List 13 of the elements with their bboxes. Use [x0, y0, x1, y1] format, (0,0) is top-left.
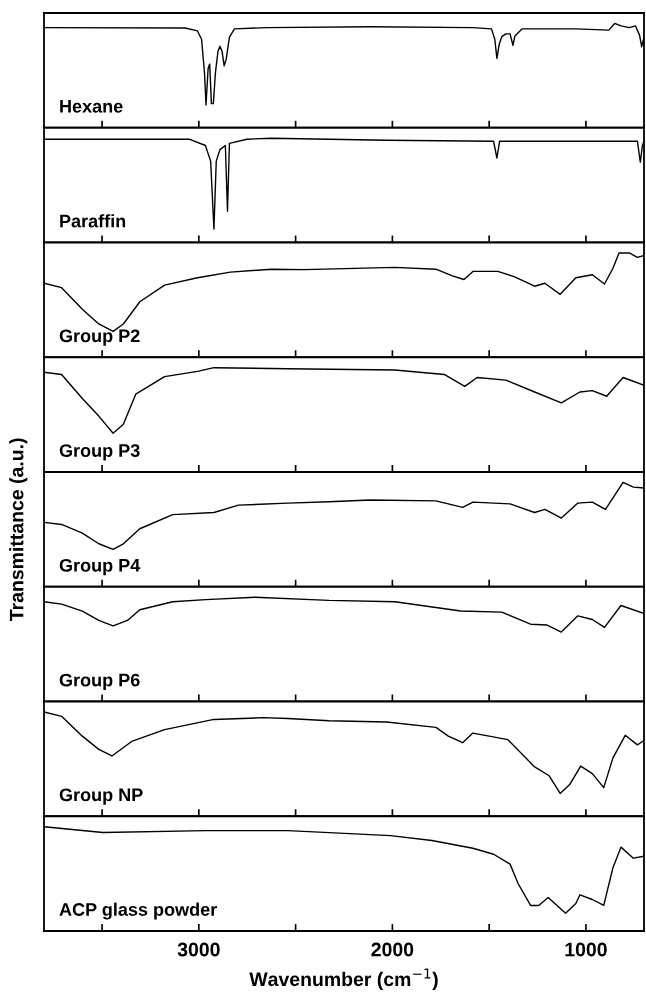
annotation: ACP glass powder	[59, 902, 217, 920]
annotation: Hexane	[60, 100, 123, 113]
x-tick-label: 2000	[371, 942, 414, 957]
annotation: Paraffin	[60, 214, 126, 228]
x-tick-label: 1000	[565, 942, 607, 957]
annotation: Group P2	[59, 329, 140, 346]
y-axis-title: Transmittance (a.u.)	[9, 438, 28, 621]
annotation: Group P6	[59, 673, 140, 691]
annotation: Group P4	[59, 558, 141, 576]
x-tick-label: 3000	[177, 942, 220, 957]
x-axis-title: Wavenumber (cm$^{−1}$)	[249, 968, 438, 990]
annotation: Group P3	[59, 444, 140, 461]
annotation: Group NP	[59, 788, 143, 805]
